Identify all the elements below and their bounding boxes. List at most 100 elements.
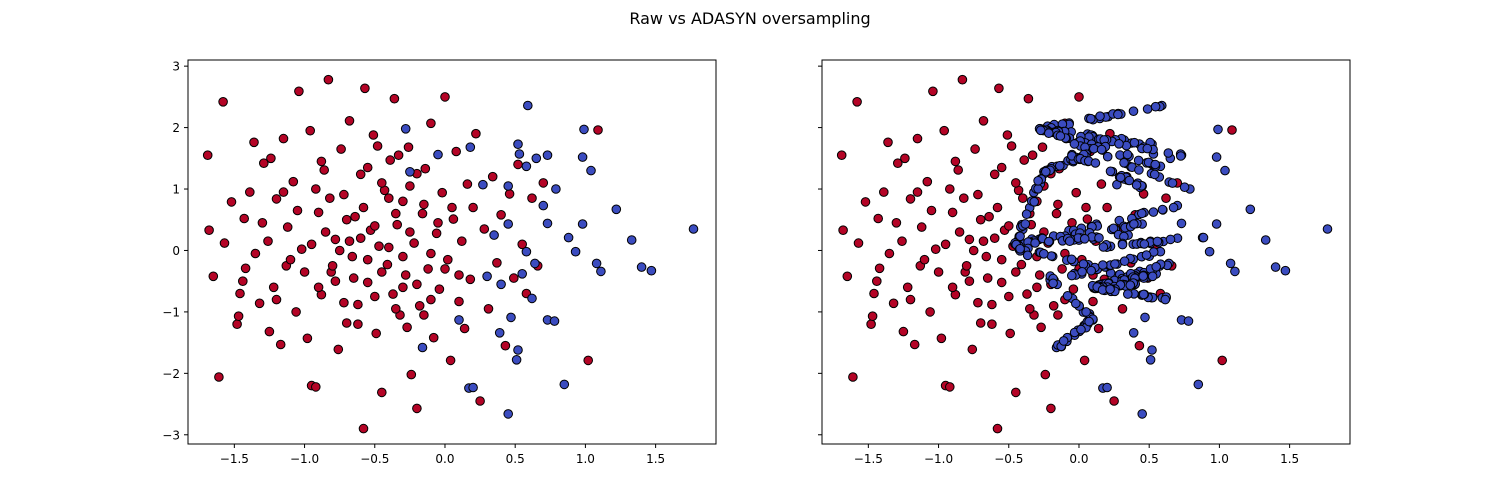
- raw-majority-point: [440, 264, 450, 274]
- raw-minority-point: [400, 124, 411, 134]
- raw-majority-point: [233, 311, 244, 322]
- raw-majority-point: [538, 178, 549, 188]
- adasyn-majority-point: [898, 326, 909, 337]
- adasyn-minority-point: [1117, 239, 1128, 250]
- adasyn-majority-point: [893, 158, 903, 168]
- adasyn-majority-point: [982, 273, 993, 283]
- adasyn-majority-point: [989, 169, 1000, 180]
- raw-majority-point: [454, 270, 464, 280]
- adasyn-minority-point: [1119, 158, 1129, 168]
- raw-majority-point: [330, 234, 341, 245]
- adasyn-majority-point: [1004, 291, 1014, 302]
- raw-minority-point: [611, 204, 622, 215]
- adasyn-minority-point: [1128, 106, 1139, 116]
- adasyn-majority-point: [912, 187, 923, 197]
- raw-majority-point: [412, 403, 422, 414]
- raw-ytick-label: 0: [172, 244, 180, 258]
- raw-majority-point: [240, 263, 251, 274]
- raw-majority-point: [377, 387, 387, 398]
- adasyn-majority-point: [1011, 267, 1021, 277]
- raw-majority-point: [320, 227, 331, 237]
- adasyn-majority-point: [1082, 214, 1093, 224]
- adasyn-majority-point: [872, 276, 882, 287]
- adasyn-minority-point: [1095, 111, 1105, 121]
- adasyn-majority-point: [939, 125, 950, 136]
- adasyn-majority-point: [1011, 387, 1021, 398]
- adasyn-majority-point: [981, 251, 992, 262]
- raw-minority-point: [517, 269, 528, 279]
- adasyn-majority-point: [957, 74, 968, 85]
- raw-minority-point: [549, 316, 560, 326]
- raw-majority-point: [420, 163, 431, 174]
- adasyn-xtick-label: 0.0: [1069, 452, 1088, 466]
- adasyn-majority-point: [1079, 355, 1090, 366]
- adasyn-minority-point: [1322, 224, 1333, 234]
- adasyn-majority-point: [1109, 396, 1119, 406]
- raw-points: [202, 74, 699, 434]
- raw-majority-point: [468, 202, 478, 213]
- raw-majority-point: [288, 176, 299, 187]
- raw-majority-point: [451, 146, 462, 157]
- adasyn-minority-point: [1213, 124, 1223, 135]
- raw-majority-point: [368, 130, 379, 140]
- adasyn-majority-point: [860, 197, 871, 207]
- adasyn-majority-point: [853, 238, 864, 248]
- adasyn-xtick-label: 0.5: [1140, 452, 1159, 466]
- raw-minority-point: [688, 224, 699, 234]
- raw-majority-point: [333, 344, 344, 355]
- adasyn-minority-point: [1055, 161, 1065, 171]
- adasyn-majority-point: [1004, 221, 1014, 231]
- adasyn-minority-point: [1176, 218, 1187, 229]
- raw-majority-point: [479, 224, 490, 234]
- adasyn-minority-point: [1069, 139, 1080, 149]
- raw-majority-point: [341, 318, 352, 328]
- raw-majority-point: [249, 137, 259, 148]
- adasyn-majority-point: [996, 162, 1007, 173]
- adasyn-majority-point: [905, 194, 916, 204]
- raw-majority-point: [426, 118, 436, 129]
- raw-majority-point: [414, 301, 425, 311]
- raw-majority-point: [353, 299, 363, 310]
- raw-majority-point: [355, 169, 366, 180]
- adasyn-majority-point: [873, 213, 884, 224]
- raw-xtick-label: −0.5: [360, 452, 389, 466]
- adasyn-minority-point: [1094, 233, 1104, 243]
- adasyn-majority-point: [1023, 93, 1034, 104]
- raw-majority-point: [218, 97, 228, 107]
- raw-majority-point: [235, 288, 245, 299]
- raw-ytick-label: −1: [162, 305, 180, 319]
- raw-majority-point: [305, 125, 316, 136]
- raw-minority-point: [586, 165, 596, 176]
- adasyn-majority-point: [947, 207, 958, 218]
- adasyn-minority-point: [1058, 336, 1069, 346]
- raw-majority-point: [311, 184, 321, 194]
- raw-majority-point: [426, 294, 436, 305]
- adasyn-majority-point: [987, 299, 997, 310]
- raw-majority-point: [239, 213, 249, 224]
- raw-majority-point: [417, 208, 428, 219]
- adasyn-majority-point: [1046, 403, 1056, 414]
- raw-minority-point: [489, 230, 499, 240]
- adasyn-minority-point: [1098, 242, 1109, 252]
- raw-minority-point: [513, 139, 523, 149]
- raw-minority-point: [513, 345, 523, 355]
- adasyn-minority-point: [1115, 172, 1126, 183]
- adasyn-majority-point: [970, 144, 980, 154]
- adasyn-majority-point: [945, 184, 955, 194]
- raw-majority-point: [517, 239, 528, 250]
- raw-majority-point: [275, 339, 286, 350]
- adasyn-minority-point: [1098, 260, 1108, 270]
- adasyn-minority-point: [1030, 238, 1040, 248]
- adasyn-minority-point: [1113, 109, 1123, 120]
- raw-majority-point: [347, 251, 358, 262]
- raw-ytick-label: 1: [172, 183, 180, 197]
- adasyn-minority-point: [1084, 316, 1094, 327]
- raw-majority-point: [296, 244, 307, 254]
- adasyn-minority-point: [1022, 250, 1033, 261]
- adasyn-majority-point: [1032, 282, 1042, 293]
- raw-majority-point: [348, 273, 359, 283]
- adasyn-majority-point: [879, 187, 889, 197]
- adasyn-minority-point: [1020, 219, 1031, 229]
- raw-majority-point: [447, 202, 457, 213]
- raw-minority-point: [577, 152, 588, 162]
